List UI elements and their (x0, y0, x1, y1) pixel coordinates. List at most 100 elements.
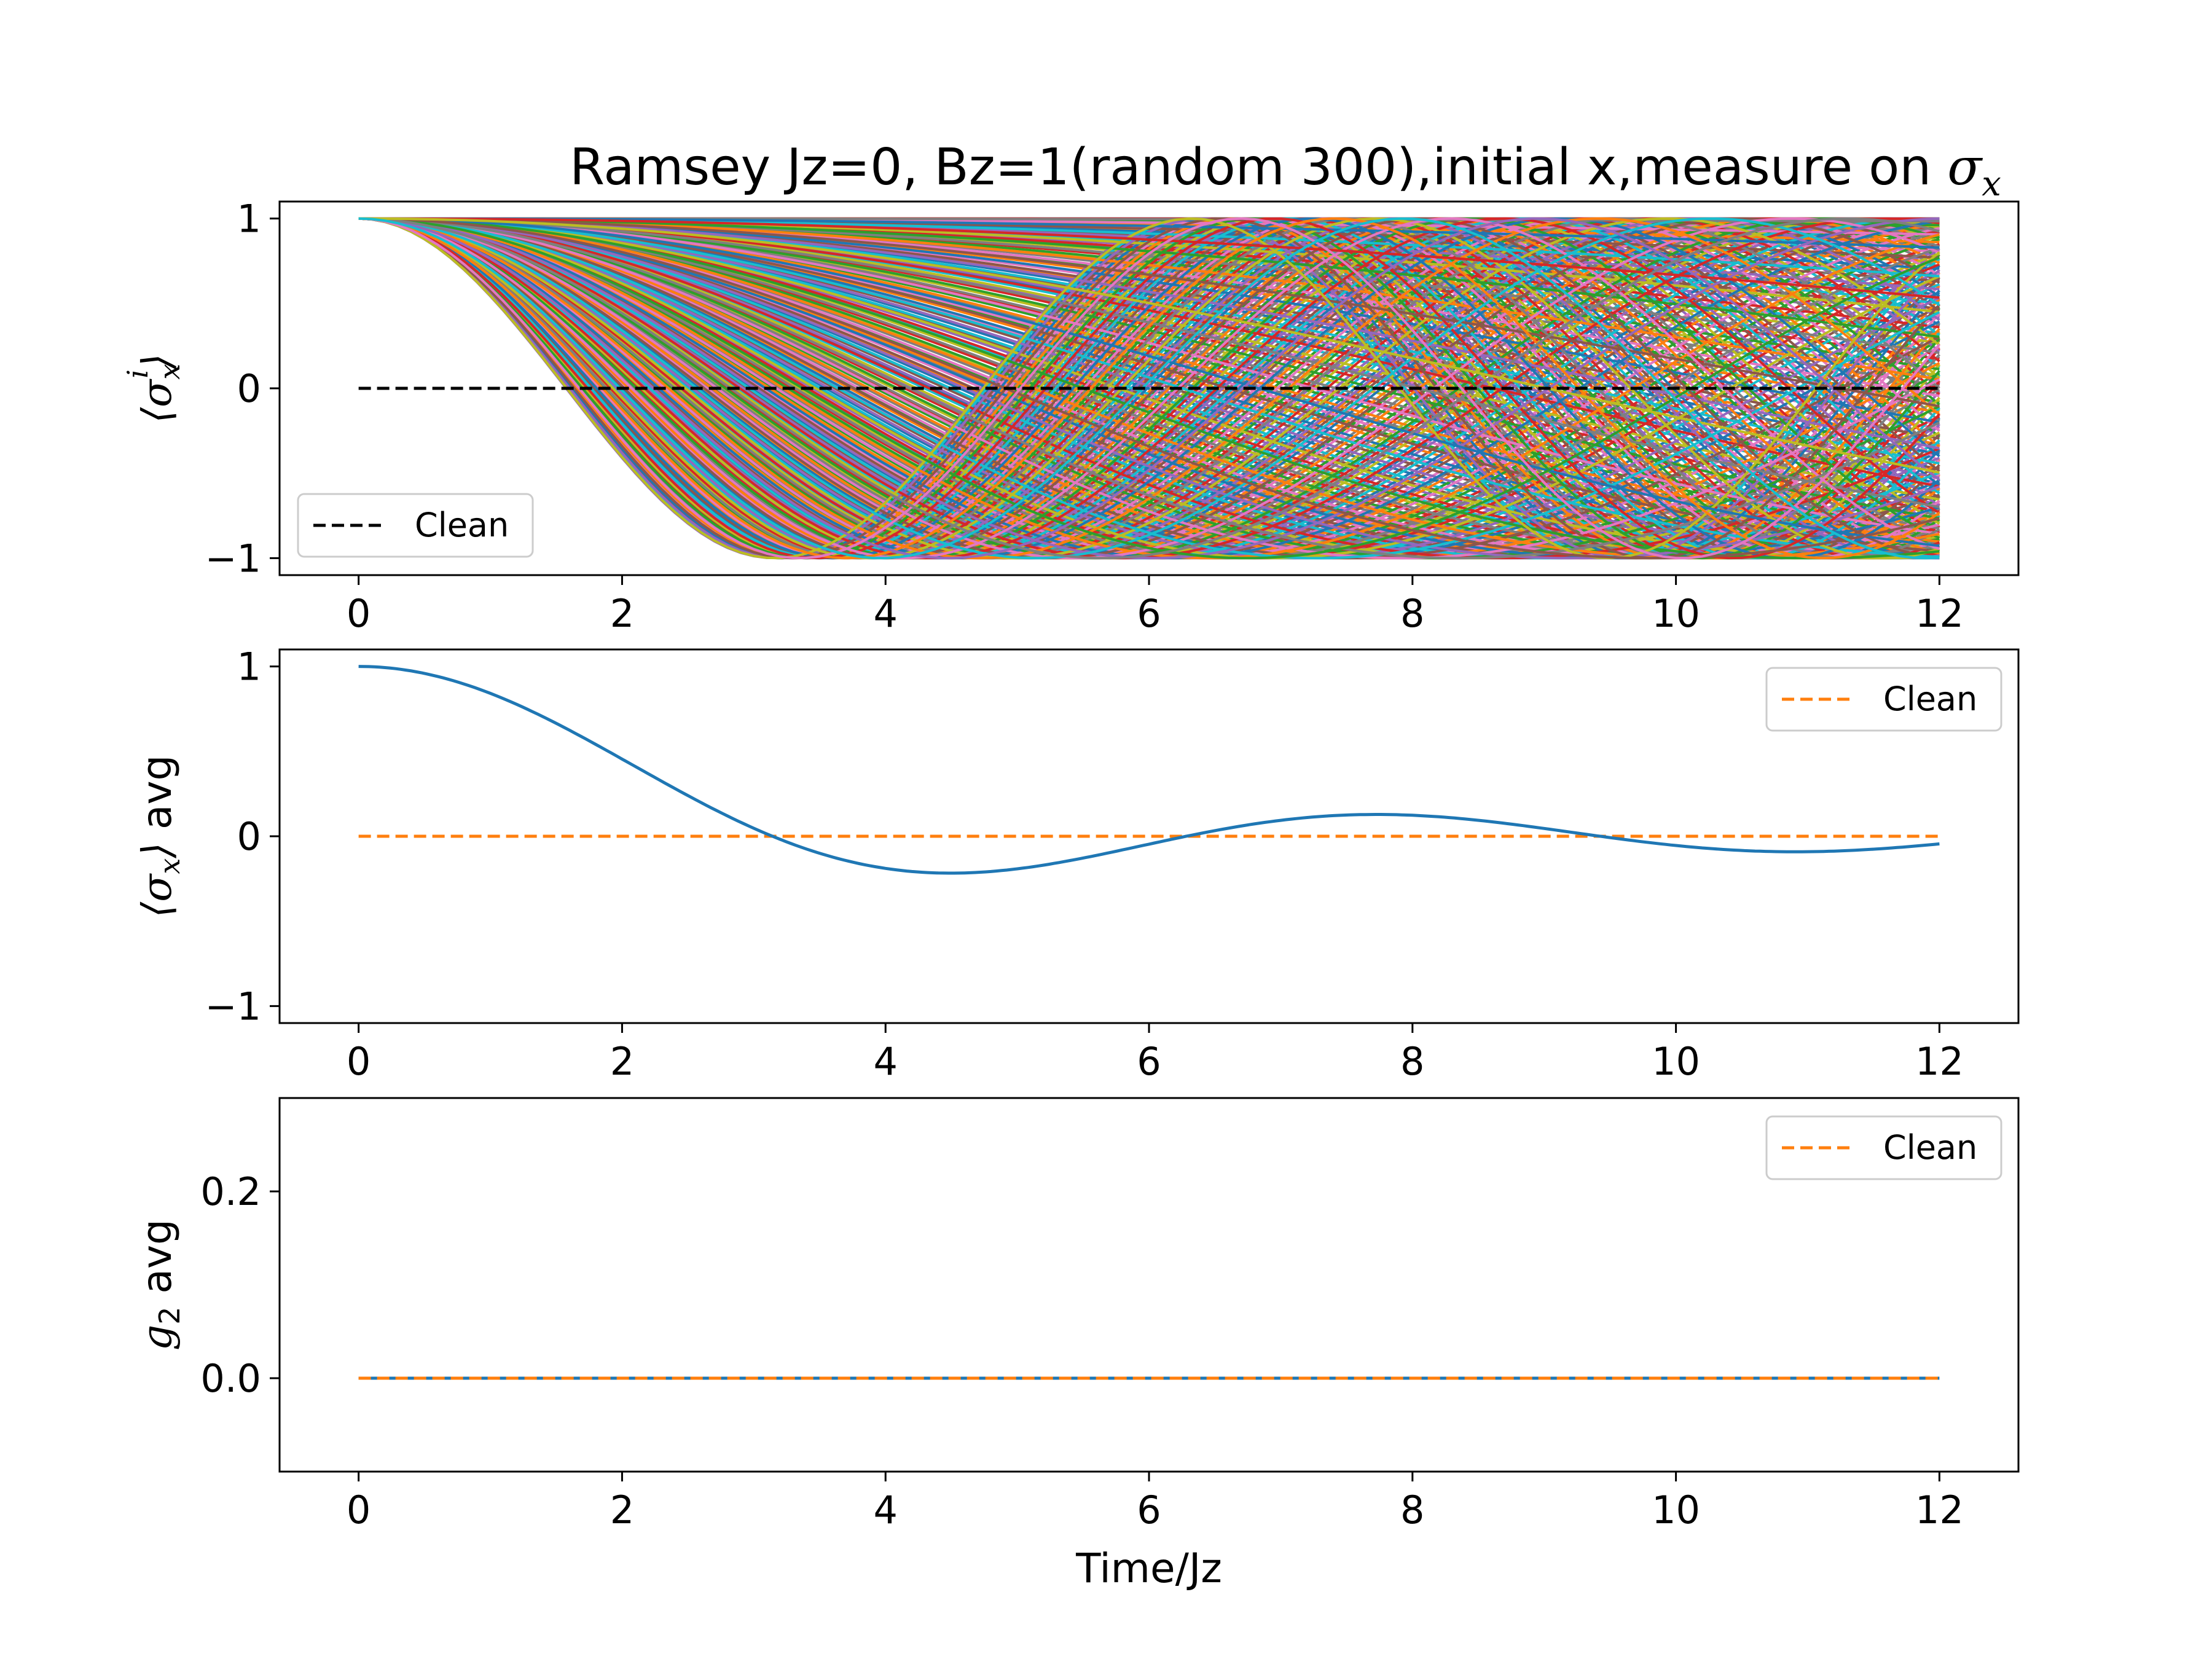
legend-label-3: Clean (1883, 1128, 1977, 1167)
ensemble-line-245 (358, 217, 1940, 560)
ytick-label-1-0: −1 (205, 536, 261, 581)
ensemble-line-272 (358, 217, 1940, 339)
xtick-label-3-3: 6 (1137, 1488, 1161, 1532)
xtick-label-3-5: 10 (1652, 1488, 1700, 1532)
ticks-1: 0 2 4 6 8 10 12 −1 0 1 (205, 197, 1964, 636)
ylabel-3: g2 avg (133, 1219, 186, 1351)
ensemble-line-299 (358, 217, 1940, 560)
legend-label-1: Clean (415, 506, 509, 544)
ensemble-line-279 (358, 217, 1940, 560)
panel-individual-spins: 0 2 4 6 8 10 12−101 ⟨σxi⟩ Clean (121, 197, 2020, 636)
legend-box-2 (1765, 667, 2002, 732)
average-sigma-x-line (358, 665, 1940, 875)
legend-3: Clean (1765, 1115, 2002, 1180)
xtick-label-3-2: 4 (873, 1488, 897, 1532)
ensemble-line-298 (358, 217, 1940, 474)
ensemble-line-215 (358, 217, 1940, 560)
ensemble-line-277 (358, 217, 1940, 509)
ytick-label-2-0: −1 (205, 984, 261, 1029)
ensemble-line-247 (358, 217, 1940, 560)
ensemble-line-255 (358, 217, 1940, 560)
xtick-label-2-5: 10 (1652, 1039, 1700, 1084)
ytick-label-3-0: 0.0 (200, 1356, 261, 1401)
ensemble-line-286 (358, 217, 1940, 560)
ensemble-line-224 (358, 217, 1940, 560)
ensemble-line-285 (358, 217, 1940, 408)
xtick-label-2-0: 0 (347, 1039, 371, 1084)
ytick-label-1-1: 0 (237, 366, 261, 411)
ticks-3: 0 2 4 6 8 10 12 0.0 0.2 (200, 1169, 1963, 1532)
panel-average-sigma-x: 0 2 4 6 8 10 12 −1 0 1 ⟨σx⟩ avg Clean (133, 645, 2020, 1084)
ensemble-line-293 (358, 217, 1940, 299)
ensemble-line-291 (358, 217, 1940, 560)
xtick-label-1-3: 6 (1137, 591, 1161, 636)
ticks-2: 0 2 4 6 8 10 12 −1 0 1 (205, 645, 1964, 1084)
ensemble-line-297 (358, 217, 1940, 560)
ensemble-line-270 (358, 217, 1940, 560)
ensemble-line-219 (358, 217, 1940, 560)
ensemble-line-256 (358, 217, 1940, 535)
ensemble-line-283 (358, 217, 1940, 560)
legend-2: Clean (1765, 667, 2002, 732)
ensemble-line-248 (358, 217, 1940, 560)
figure-title: Ramsey Jz=0, Bz=1(random 300),initial x,… (570, 138, 2001, 204)
ensemble-line-268 (358, 217, 1940, 560)
ensemble-line-273 (358, 217, 1940, 560)
xtick-label-2-4: 8 (1400, 1039, 1424, 1084)
ensemble-line-269 (358, 217, 1940, 559)
legend-box-3 (1765, 1115, 2002, 1180)
ensemble-line-265 (358, 217, 1940, 560)
xtick-label-1-2: 4 (873, 591, 897, 636)
xtick-label-3-0: 0 (347, 1488, 371, 1532)
ensemble-line-236 (358, 217, 1940, 560)
xtick-label-3-6: 12 (1915, 1488, 1964, 1532)
ensemble-line-292 (358, 217, 1940, 560)
ensemble-line-239 (358, 217, 1940, 560)
ensemble-line-257 (358, 217, 1940, 560)
ensemble-line-232 (358, 217, 1940, 560)
xtick-label-3-4: 8 (1400, 1488, 1424, 1532)
ensemble-line-296 (358, 217, 1940, 560)
legend-1: Clean (297, 493, 534, 558)
ensemble-line-218 (358, 217, 1940, 560)
ensemble-line-260 (358, 217, 1940, 560)
figure-title-math: σ (1947, 138, 1983, 197)
ensemble-line-214 (358, 217, 1940, 560)
ensemble-lines (358, 217, 1940, 560)
ensemble-line-278 (358, 217, 1940, 560)
ytick-label-3-1: 0.2 (200, 1169, 261, 1214)
xtick-label-1-1: 2 (610, 591, 634, 636)
ensemble-line-266 (358, 217, 1940, 560)
average-line-2 (358, 665, 1940, 875)
ensemble-line-253 (358, 217, 1940, 560)
xlabel-3: Time/Jz (1075, 1545, 1222, 1592)
ensemble-line-223 (358, 217, 1940, 560)
xtick-label-2-6: 12 (1915, 1039, 1964, 1084)
xtick-label-2-2: 4 (873, 1039, 897, 1084)
xtick-label-1-5: 10 (1652, 591, 1700, 636)
ensemble-line-294 (358, 217, 1940, 560)
xtick-label-2-1: 2 (610, 1039, 634, 1084)
ensemble-line-258 (358, 217, 1940, 560)
legend-box-1 (297, 493, 534, 558)
ensemble-line-237 (358, 217, 1940, 560)
ensemble-line-289 (358, 217, 1940, 560)
ensemble-line-252 (358, 217, 1940, 560)
ensemble-line-282 (358, 217, 1940, 560)
panel-g2-average: 0 2 4 6 8 10 12 0.0 0.2 g2 avg Clean Time/Jz (133, 1097, 2020, 1592)
legend-label-2: Clean (1883, 680, 1977, 718)
ytick-label-2-2: 1 (237, 645, 261, 689)
ensemble-line-235 (358, 217, 1940, 553)
ylabel-2: ⟨σx⟩ avg (133, 755, 186, 918)
ensemble-line-244 (358, 217, 1940, 560)
xtick-label-1-4: 8 (1400, 591, 1424, 636)
ensemble-line-221 (358, 217, 1940, 560)
ensemble-line-287 (358, 217, 1940, 560)
xtick-label-3-1: 2 (610, 1488, 634, 1532)
ensemble-line-275 (358, 217, 1940, 560)
ensemble-line-264 (358, 217, 1940, 450)
ensemble-line-284 (358, 217, 1940, 560)
ensemble-line-288 (358, 217, 1940, 560)
xtick-label-2-3: 6 (1137, 1039, 1161, 1084)
